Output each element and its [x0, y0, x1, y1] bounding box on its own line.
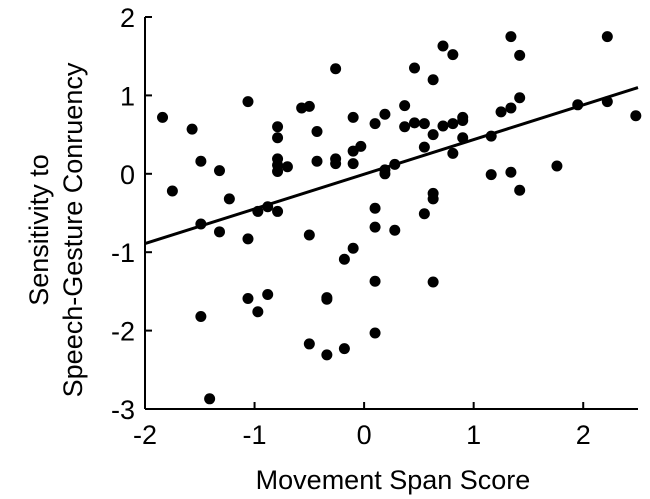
scatter-point: [303, 229, 315, 241]
x-axis-label: Movement Span Score: [256, 465, 531, 495]
scatter-point: [551, 160, 563, 172]
scatter-point: [369, 275, 381, 287]
scatter-point: [601, 31, 613, 43]
scatter-point: [630, 110, 642, 122]
scatter-point: [195, 155, 207, 167]
scatter-point: [409, 62, 421, 74]
scatter-point: [330, 63, 342, 75]
scatter-point: [427, 193, 439, 205]
scatter-point: [457, 132, 469, 144]
y-tick-label: 0: [120, 160, 135, 190]
axis-labels: Movement Span Score Sensitivity to Speec…: [24, 62, 530, 495]
scatter-point: [447, 49, 459, 61]
scatter-point: [166, 185, 178, 197]
x-tick-label: 0: [357, 420, 372, 450]
scatter-point: [418, 141, 430, 153]
scatter-point: [242, 233, 254, 245]
x-tick-label: -2: [133, 420, 157, 450]
data-points: [157, 31, 642, 405]
scatter-point: [272, 205, 284, 217]
scatter-point: [311, 155, 323, 167]
x-tick-label: 1: [466, 420, 481, 450]
scatter-point: [281, 161, 293, 173]
y-tick-label: -1: [111, 238, 135, 268]
scatter-point: [272, 165, 284, 177]
y-axis-label-line-1: Sensitivity to: [24, 154, 54, 306]
scatter-point: [303, 338, 315, 350]
scatter-point: [213, 165, 225, 177]
scatter-point: [457, 114, 469, 126]
scatter-point: [262, 289, 274, 301]
scatter-point: [157, 111, 169, 123]
scatter-point: [355, 140, 367, 152]
y-tick-label: -3: [111, 395, 135, 425]
y-axis-label-line-2: Speech-Gesture Conruency: [58, 62, 88, 397]
scatter-point: [195, 310, 207, 322]
scatter-point: [514, 184, 526, 196]
scatter-point: [330, 158, 342, 170]
scatter-point: [485, 130, 497, 142]
scatter-point: [347, 242, 359, 254]
scatter-point: [213, 226, 225, 238]
scatter-point: [311, 125, 323, 137]
scatter-point: [572, 99, 584, 111]
scatter-point: [399, 100, 411, 112]
scatter-point: [369, 118, 381, 130]
scatter-point: [347, 158, 359, 170]
scatter-point: [427, 276, 439, 288]
scatter-point: [389, 158, 401, 170]
scatter-point: [252, 205, 264, 217]
scatter-point: [338, 343, 350, 355]
scatter-point: [186, 123, 198, 135]
scatter-point: [272, 132, 284, 144]
y-tick-label: 2: [120, 3, 135, 33]
scatter-point: [505, 102, 517, 114]
scatter-point: [321, 349, 333, 361]
scatter-point: [505, 166, 517, 178]
scatter-point: [262, 201, 274, 213]
scatter-point: [303, 100, 315, 112]
scatter-point: [204, 393, 216, 405]
scatter-point: [338, 253, 350, 265]
scatter-point: [369, 202, 381, 214]
scatter-point: [418, 118, 430, 130]
scatter-point: [242, 96, 254, 108]
scatter-point: [369, 327, 381, 339]
scatter-point: [505, 31, 517, 43]
scatter-point: [223, 193, 235, 205]
scatter-point: [409, 117, 421, 129]
scatter-point: [347, 111, 359, 123]
scatter-point: [495, 106, 507, 118]
scatter-point: [399, 121, 411, 133]
scatter-point: [427, 74, 439, 86]
scatter-point: [252, 306, 264, 318]
scatter-point: [195, 218, 207, 230]
scatter-point: [379, 108, 391, 120]
x-tick-label: 2: [576, 420, 591, 450]
scatter-point: [514, 92, 526, 104]
scatter-point: [389, 224, 401, 236]
scatter-point: [272, 121, 284, 133]
scatter-point: [437, 120, 449, 132]
scatter-point: [601, 96, 613, 108]
scatter-point: [379, 168, 391, 180]
x-tick-label: -1: [243, 420, 267, 450]
scatter-point: [514, 49, 526, 61]
y-tick-label: -2: [111, 317, 135, 347]
scatter-point: [447, 147, 459, 159]
scatter-point: [485, 169, 497, 181]
scatter-point: [242, 292, 254, 304]
scatter-point: [447, 118, 459, 130]
scatter-point: [321, 293, 333, 305]
scatter-point: [369, 221, 381, 233]
scatter-point: [437, 40, 449, 52]
scatter-point: [418, 208, 430, 220]
scatter-point: [427, 129, 439, 141]
y-tick-label: 1: [120, 81, 135, 111]
